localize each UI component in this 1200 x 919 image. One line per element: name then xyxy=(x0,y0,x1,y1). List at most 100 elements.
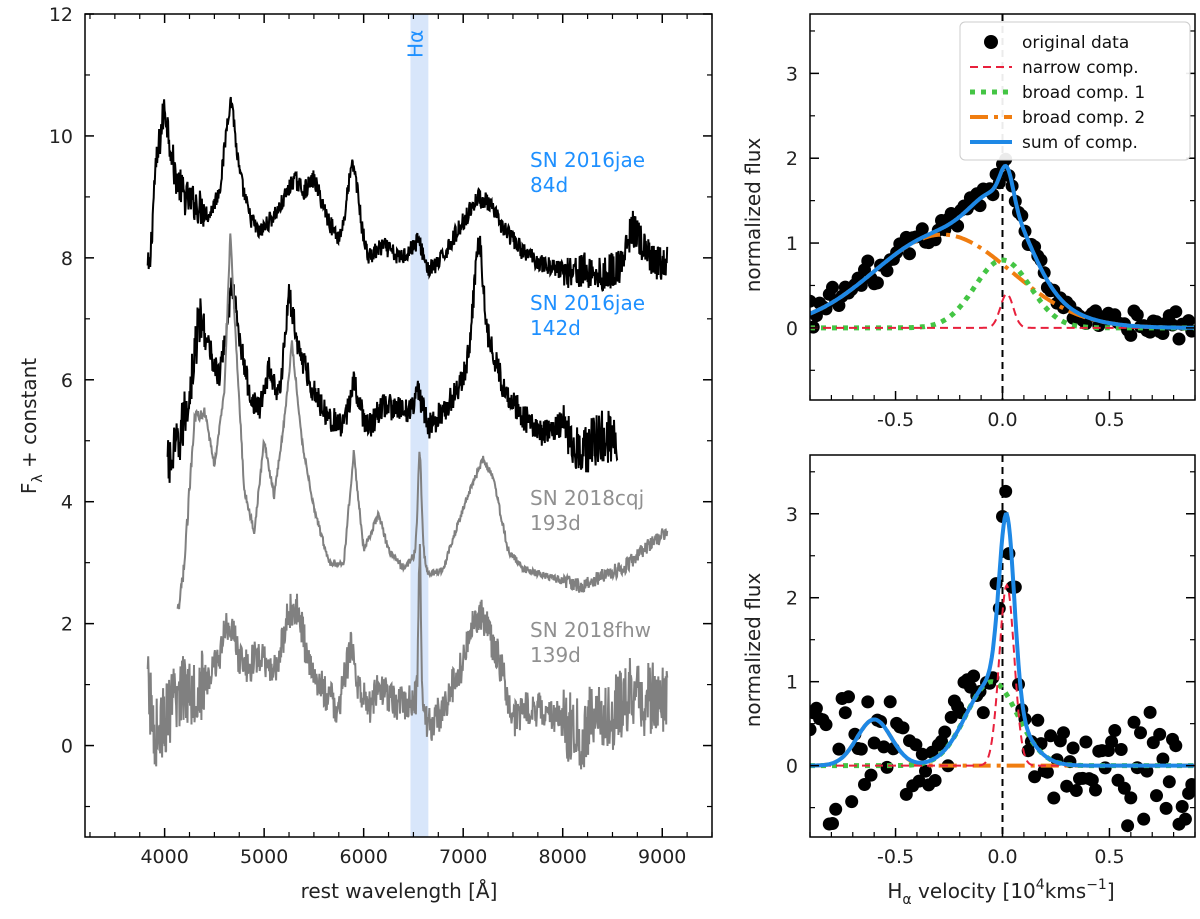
bottom-right-data-point xyxy=(810,723,817,737)
bottom-right-data-point xyxy=(1105,735,1119,749)
bottom-right-data-point xyxy=(858,778,871,791)
spectra-labels-group: SN 2016jae 84d SN 2016jae 142d SN 2018cq… xyxy=(530,148,651,667)
bottom-right-x-axis-label: Hα velocity [104kms−1] xyxy=(887,877,1114,908)
top-right-data-point xyxy=(880,264,894,278)
halpha-band-label: Hα xyxy=(403,30,427,58)
top-right-plot-area xyxy=(810,14,1195,400)
top-right-data-point xyxy=(903,247,916,261)
spectra-frame xyxy=(84,13,713,838)
bottom-right-data-point xyxy=(1162,775,1176,789)
bottom-right-data-point xyxy=(883,695,897,709)
series-label-0-line1: SN 2016jae xyxy=(530,148,645,172)
bottom-right-data-point xyxy=(1169,739,1183,753)
top-right-content xyxy=(810,14,1195,400)
spectra-x-tick-label: 9000 xyxy=(638,846,686,868)
bottom-right-x-tick-label: 0.5 xyxy=(1094,846,1124,868)
spectra-x-tick-label: 8000 xyxy=(539,846,587,868)
spectra-x-tick-label: 5000 xyxy=(240,846,288,868)
bottom-right-data-point xyxy=(1079,735,1093,749)
spectrum-line-0 xyxy=(146,96,669,292)
bottom-right-data-point xyxy=(1134,726,1147,740)
top-right-data-point xyxy=(1172,332,1186,346)
top-right-sum-of-comp-curve xyxy=(810,163,1194,330)
bottom-right-data-point xyxy=(919,764,932,778)
series-label-2-line2: 193d xyxy=(530,511,581,535)
top-right-x-tick-label: 0.0 xyxy=(987,409,1017,431)
bottom-right-data-point xyxy=(976,706,990,720)
bottom-right-data-point xyxy=(1121,819,1135,833)
series-label-1-line2: 142d xyxy=(530,316,581,340)
legend-label-3: broad comp. 2 xyxy=(1022,108,1145,128)
bottom-right-data-point xyxy=(1175,800,1189,813)
bottom-right-x-tick-label: 0.0 xyxy=(987,846,1017,868)
bottom-right-data-point xyxy=(1185,778,1195,791)
bottom-right-data-point xyxy=(1066,741,1080,755)
bottom-right-data-point xyxy=(1127,715,1141,729)
bottom-right-data-point xyxy=(1040,765,1054,779)
bottom-right-data-point xyxy=(1044,729,1058,743)
bottom-right-y-axis-label: normalized flux xyxy=(741,573,765,728)
legend: original data narrow comp. broad comp. 1 br… xyxy=(959,21,1191,161)
bottom-right-data-point xyxy=(928,774,942,787)
top-right-axes: -0.5 0.0 0.5 0 1 2 3 xyxy=(786,13,1196,431)
bottom-right-data-point xyxy=(826,817,839,830)
spectra-x-tick-label: 4000 xyxy=(140,846,188,868)
bottom-right-data-point xyxy=(1137,812,1151,826)
bottom-right-data-point xyxy=(1057,726,1070,740)
bottom-right-data-point xyxy=(864,768,878,782)
bottom-right-data-point xyxy=(810,701,823,715)
top-right-data-point xyxy=(861,254,875,268)
spectra-x-tick-label: 7000 xyxy=(439,846,487,868)
top-right-data-point xyxy=(1130,308,1144,322)
bottom-right-data-point xyxy=(896,721,910,735)
top-right-x-tick-label: 0.5 xyxy=(1094,409,1124,431)
series-label-1-line1: SN 2016jae xyxy=(530,291,645,315)
bottom-right-content xyxy=(810,455,1195,837)
spectra-y-axis-label: Fλ + constant xyxy=(17,358,46,494)
bottom-right-data-point xyxy=(1124,791,1138,805)
bottom-right-data-point xyxy=(1047,791,1061,805)
bottom-right-data-point xyxy=(938,725,952,739)
spectra-y-tick-label: 10 xyxy=(49,126,73,148)
top-right-y-tick-label: 3 xyxy=(786,63,798,85)
bottom-right-data-point xyxy=(1153,727,1167,741)
top-right-broad-comp-1-curve xyxy=(810,257,1194,331)
bottom-right-data-point xyxy=(999,484,1013,498)
spectra-y-tick-label: 6 xyxy=(61,370,73,392)
bottom-right-data-point xyxy=(861,695,875,709)
bottom-right-plot-area xyxy=(810,455,1195,837)
bottom-right-data-point xyxy=(967,669,981,683)
bottom-right-data-point xyxy=(1089,783,1102,797)
bottom-right-data-point xyxy=(838,706,852,720)
bottom-right-data-point xyxy=(1143,705,1157,719)
top-right-data-point xyxy=(1156,327,1170,340)
top-right-data-point xyxy=(870,276,884,290)
top-right-data-point xyxy=(826,280,839,294)
bottom-right-y-tick-label: 0 xyxy=(786,756,798,778)
bottom-right-y-tick-label: 1 xyxy=(786,672,798,694)
spectra-y-tick-label: 8 xyxy=(61,248,73,270)
bottom-right-data-point xyxy=(829,802,843,816)
bottom-right-data-point xyxy=(819,718,833,732)
bottom-right-data-point xyxy=(1108,724,1122,737)
legend-label-0: original data xyxy=(1022,33,1129,53)
bottom-right-data-point xyxy=(1150,789,1163,803)
top-right-data-point xyxy=(1182,314,1195,328)
spectra-axes: 4000 5000 6000 7000 8000 9000 0 2 4 6 8 10 12 xyxy=(49,4,713,868)
spectra-x-axis-label: rest wavelength [Å] xyxy=(301,879,498,903)
series-label-0-line2: 84d xyxy=(530,173,568,197)
legend-label-1: narrow comp. xyxy=(1022,58,1139,78)
top-right-data-point xyxy=(1150,315,1163,329)
bottom-right-data-point xyxy=(845,795,859,809)
top-right-data-point xyxy=(1169,305,1183,319)
spectrum-line-2 xyxy=(176,233,669,610)
series-label-2-line1: SN 2018cqj xyxy=(530,486,644,510)
bottom-right-data-point xyxy=(1031,713,1045,727)
bottom-right-data-point xyxy=(832,742,846,756)
spectra-y-tick-label: 0 xyxy=(61,736,73,758)
legend-box xyxy=(959,21,1191,161)
spectra-y-tick-label: 4 xyxy=(61,492,73,514)
top-right-y-tick-label: 2 xyxy=(786,148,798,170)
top-right-y-axis-label: normalized flux xyxy=(741,138,765,293)
